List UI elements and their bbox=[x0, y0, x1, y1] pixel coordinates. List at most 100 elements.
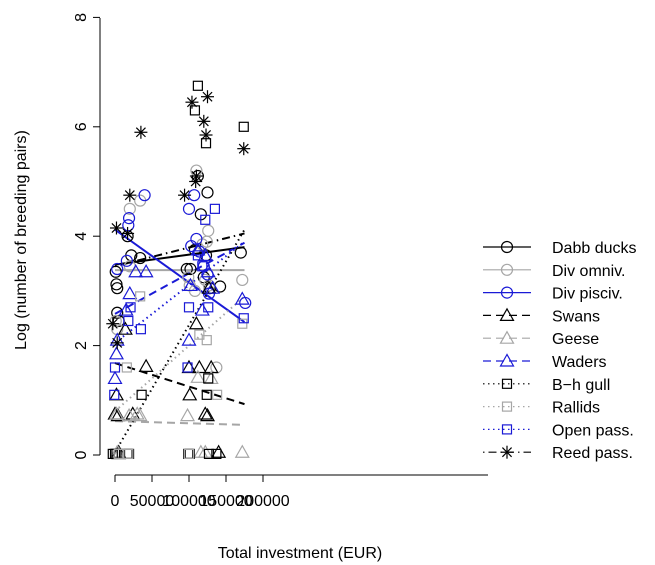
data-point bbox=[134, 251, 147, 265]
legend-label: Div pisciv. bbox=[552, 286, 623, 303]
x-tick-label: 200000 bbox=[236, 493, 289, 510]
data-point bbox=[209, 203, 220, 214]
series-points bbox=[107, 280, 227, 458]
series-points bbox=[107, 80, 249, 460]
data-point bbox=[190, 232, 203, 246]
data-point bbox=[106, 317, 120, 331]
data-point bbox=[117, 321, 133, 335]
data-point bbox=[203, 448, 215, 460]
x-tick-label: 150000 bbox=[199, 493, 252, 510]
data-point bbox=[121, 226, 135, 240]
data-point bbox=[138, 358, 154, 372]
data-point bbox=[135, 324, 146, 335]
data-point bbox=[199, 407, 216, 422]
data-point bbox=[201, 90, 214, 104]
data-point bbox=[197, 406, 213, 420]
data-point bbox=[125, 302, 136, 313]
data-point bbox=[211, 448, 222, 460]
legend-marker bbox=[499, 307, 515, 321]
data-point bbox=[201, 186, 214, 199]
data-point bbox=[234, 291, 250, 305]
data-point bbox=[197, 114, 211, 128]
fit-line bbox=[114, 228, 246, 323]
legend-item: Dabb ducks bbox=[483, 240, 637, 257]
data-point bbox=[188, 316, 204, 330]
legend-marker bbox=[501, 401, 513, 412]
data-point bbox=[238, 313, 249, 324]
fit-line bbox=[114, 420, 245, 426]
legend-label: Dabb ducks bbox=[552, 240, 637, 257]
data-point bbox=[184, 262, 197, 276]
legend-marker bbox=[500, 445, 514, 459]
data-point bbox=[238, 121, 249, 132]
data-point bbox=[138, 264, 154, 278]
data-point bbox=[192, 80, 203, 91]
data-point bbox=[182, 387, 198, 401]
legend-item: Open pass. bbox=[483, 422, 634, 439]
data-point bbox=[183, 302, 195, 313]
data-point bbox=[201, 389, 212, 400]
fit-line bbox=[114, 241, 245, 315]
data-point bbox=[179, 407, 196, 422]
data-point bbox=[123, 448, 134, 460]
data-point bbox=[197, 261, 208, 272]
series-points bbox=[106, 90, 251, 350]
y-tick-label: 2 bbox=[73, 341, 90, 350]
data-point bbox=[110, 336, 124, 350]
data-point bbox=[190, 369, 206, 383]
data-point bbox=[193, 444, 209, 458]
data-point bbox=[128, 264, 144, 278]
data-point bbox=[211, 444, 227, 458]
legend-item: Geese bbox=[483, 330, 599, 348]
data-point bbox=[182, 362, 193, 373]
legend-label: B−h gull bbox=[552, 377, 610, 394]
data-point bbox=[199, 128, 213, 142]
data-points bbox=[106, 80, 252, 460]
legend-label: Open pass. bbox=[552, 422, 634, 439]
legend-marker bbox=[501, 378, 513, 389]
data-point bbox=[181, 332, 197, 346]
data-point bbox=[203, 373, 214, 384]
series-points bbox=[109, 203, 249, 400]
y-tick-label: 8 bbox=[73, 13, 90, 22]
legend-item: Waders bbox=[483, 353, 607, 371]
data-point bbox=[178, 188, 192, 202]
y-axis-label: Log (number of breeding pairs) bbox=[13, 130, 30, 350]
data-point bbox=[118, 302, 134, 316]
data-point bbox=[109, 389, 120, 400]
data-point bbox=[109, 362, 121, 373]
data-point bbox=[180, 262, 193, 276]
y-ticks: 0 2 4 6 8 bbox=[73, 13, 100, 459]
legend-marker bbox=[499, 330, 515, 344]
data-point bbox=[185, 95, 199, 109]
x-axis-label: Total investment (EUR) bbox=[218, 545, 383, 562]
x-tick-label: 100000 bbox=[162, 493, 215, 510]
data-point bbox=[237, 318, 248, 329]
legend-marker bbox=[500, 240, 514, 254]
legend-label: Div omniv. bbox=[552, 263, 626, 280]
legend-marker bbox=[499, 353, 515, 367]
data-point bbox=[129, 406, 145, 420]
legend-item: Div pisciv. bbox=[483, 286, 623, 303]
legend-label: Waders bbox=[552, 354, 607, 371]
legend-marker bbox=[500, 286, 514, 299]
legend-item: Div omniv. bbox=[483, 263, 626, 280]
data-point bbox=[108, 346, 125, 360]
y-tick-label: 4 bbox=[73, 232, 90, 241]
data-point bbox=[121, 407, 137, 422]
data-point bbox=[212, 389, 223, 400]
y-tick-label: 0 bbox=[73, 450, 90, 459]
data-point bbox=[122, 212, 136, 225]
data-point bbox=[111, 262, 124, 276]
data-point bbox=[205, 280, 221, 294]
legend-item: Swans bbox=[483, 307, 600, 325]
data-point bbox=[239, 296, 252, 310]
data-point bbox=[109, 221, 123, 235]
fit-lines bbox=[114, 228, 246, 453]
data-point bbox=[122, 219, 135, 232]
data-point bbox=[237, 142, 251, 156]
legend-label: Reed pass. bbox=[552, 445, 633, 462]
data-point bbox=[234, 246, 247, 259]
legend-marker bbox=[501, 424, 513, 435]
